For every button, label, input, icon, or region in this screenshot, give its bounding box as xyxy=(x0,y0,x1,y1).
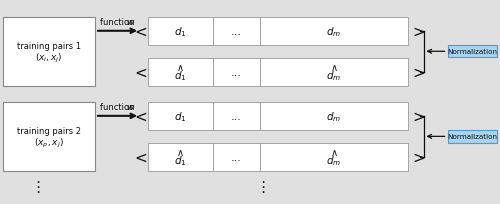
Bar xyxy=(212,102,260,130)
Text: function: function xyxy=(100,103,137,112)
Text: $\wedge$: $\wedge$ xyxy=(176,62,184,72)
Text: $d_m$: $d_m$ xyxy=(326,154,342,168)
Bar xyxy=(2,102,95,171)
Text: $d_1$: $d_1$ xyxy=(174,69,186,83)
Text: $d_m$: $d_m$ xyxy=(326,109,342,123)
Bar xyxy=(260,59,408,86)
Bar xyxy=(448,131,496,143)
Bar xyxy=(212,143,260,171)
Text: ...: ... xyxy=(231,111,241,121)
Text: $d_1$: $d_1$ xyxy=(174,25,186,39)
Text: <: < xyxy=(134,65,147,80)
Text: $\wedge$: $\wedge$ xyxy=(330,147,338,157)
Text: $\vdots$: $\vdots$ xyxy=(30,178,40,194)
Text: >: > xyxy=(412,150,425,165)
Text: ...: ... xyxy=(231,27,241,37)
Text: $d_m$: $d_m$ xyxy=(326,69,342,83)
Text: ...: ... xyxy=(231,152,241,162)
Text: function: function xyxy=(100,18,137,27)
Text: $\wedge$: $\wedge$ xyxy=(176,147,184,157)
Text: $\vdots$: $\vdots$ xyxy=(255,178,265,194)
Text: $(x_i,x_j)$: $(x_i,x_j)$ xyxy=(35,51,62,64)
Text: training pairs 1: training pairs 1 xyxy=(17,42,81,51)
Text: ...: ... xyxy=(231,68,241,77)
Text: <: < xyxy=(134,109,147,124)
Bar xyxy=(148,102,212,130)
Text: $\mathbf{\mathit{w}}$: $\mathbf{\mathit{w}}$ xyxy=(126,103,136,112)
Bar xyxy=(212,59,260,86)
Text: <: < xyxy=(134,24,147,39)
Bar xyxy=(148,143,212,171)
Bar xyxy=(2,18,95,86)
Bar xyxy=(260,143,408,171)
Bar xyxy=(260,102,408,130)
Text: $d_1$: $d_1$ xyxy=(174,154,186,168)
Text: <: < xyxy=(134,150,147,165)
Bar xyxy=(448,46,496,58)
Bar xyxy=(212,18,260,45)
Text: $(x_p,x_j)$: $(x_p,x_j)$ xyxy=(34,136,64,149)
Text: Normalization: Normalization xyxy=(447,49,497,55)
Bar xyxy=(260,18,408,45)
Bar xyxy=(148,18,212,45)
Text: $d_1$: $d_1$ xyxy=(174,109,186,123)
Text: $\mathbf{\mathit{w}}$: $\mathbf{\mathit{w}}$ xyxy=(126,18,136,27)
Text: training pairs 2: training pairs 2 xyxy=(17,126,81,135)
Text: >: > xyxy=(412,65,425,80)
Text: >: > xyxy=(412,109,425,124)
Bar xyxy=(148,59,212,86)
Text: Normalization: Normalization xyxy=(447,134,497,140)
Text: >: > xyxy=(412,24,425,39)
Text: $d_m$: $d_m$ xyxy=(326,25,342,39)
Text: $\wedge$: $\wedge$ xyxy=(330,62,338,72)
